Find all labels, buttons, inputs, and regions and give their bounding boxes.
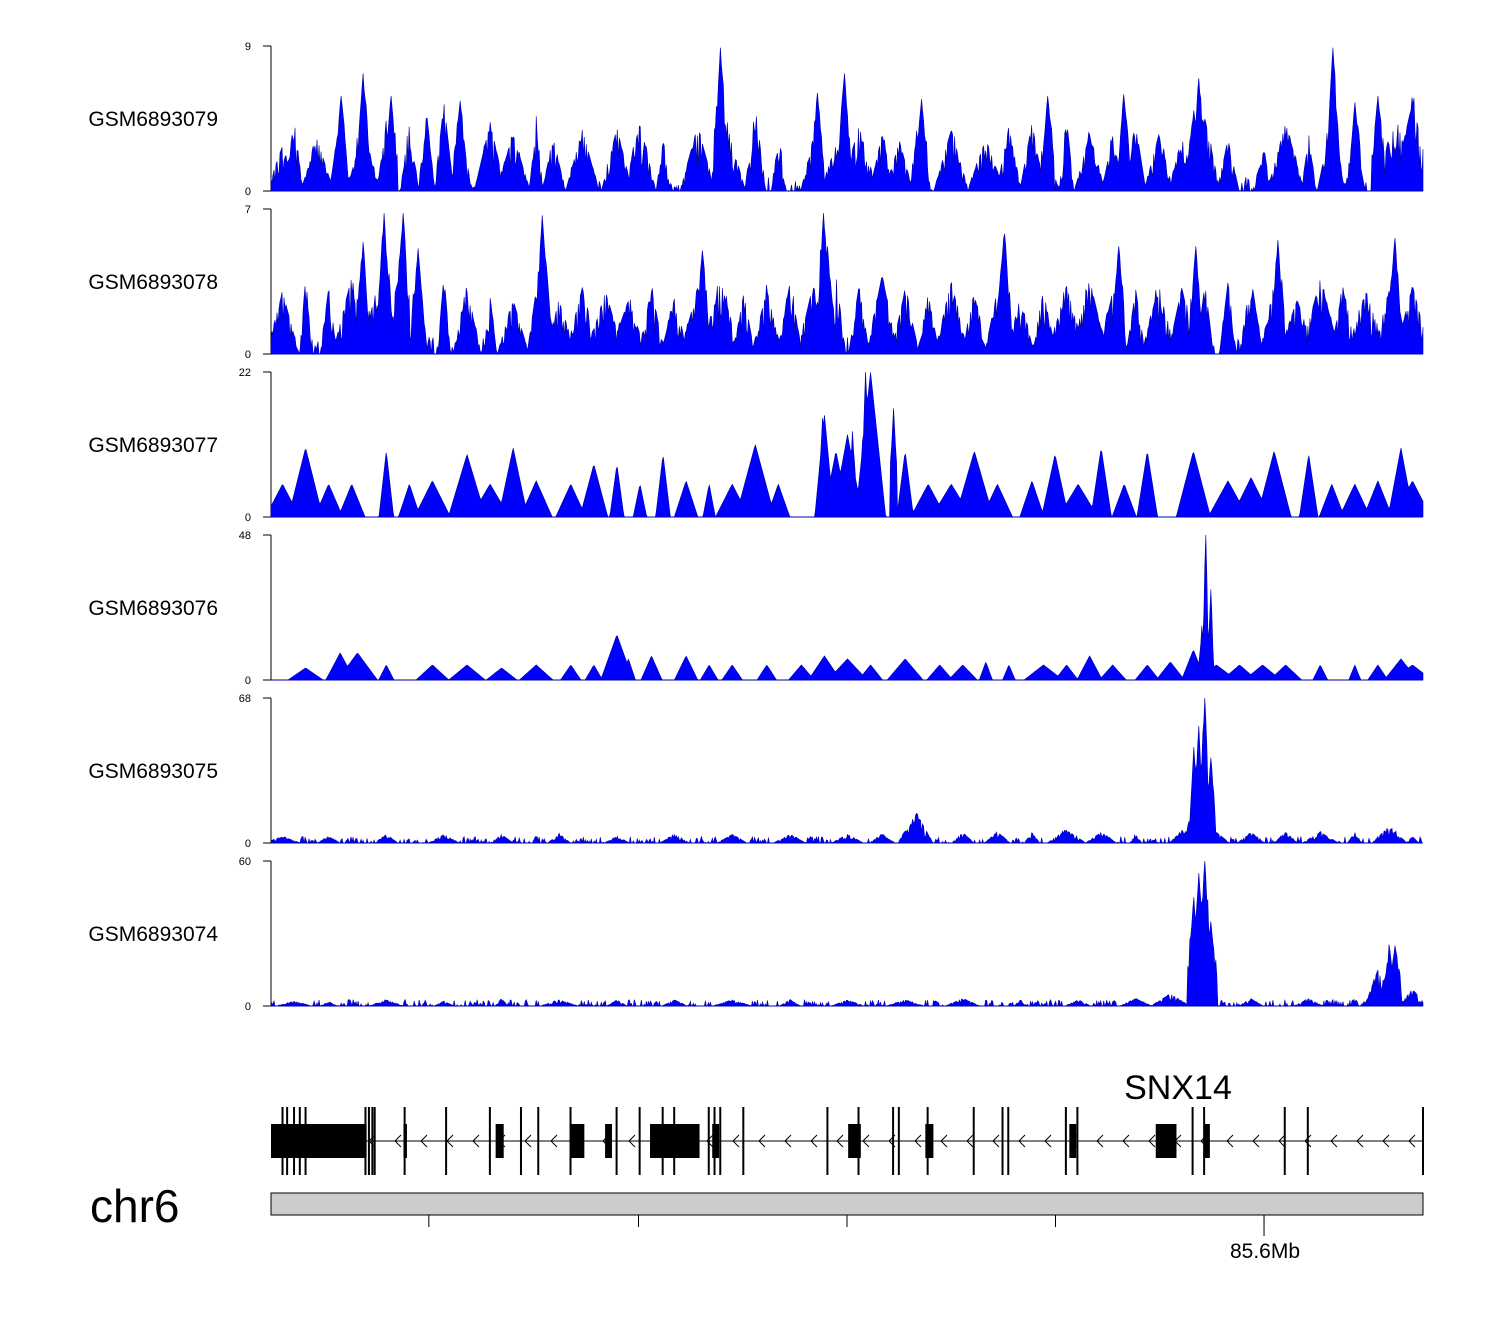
strand-arrow: [1278, 1134, 1286, 1148]
strand-arrow: [836, 1134, 844, 1148]
coverage-track: GSM6893076 48 0: [88, 530, 1424, 687]
strand-arrow: [862, 1134, 870, 1148]
chromosome-ideogram-bar: [270, 1192, 1424, 1216]
y-tick-label-max: 7: [245, 204, 251, 216]
strand-arrow: [1148, 1134, 1156, 1148]
strand-arrow: [966, 1134, 974, 1148]
gene-annotation-track: SNX14: [271, 1069, 1424, 1175]
strand-arrow: [1382, 1134, 1390, 1148]
strand-arrow: [732, 1134, 740, 1148]
coverage-area: [270, 371, 1424, 518]
track-label: GSM6893075: [88, 760, 218, 783]
strand-arrow: [914, 1134, 922, 1148]
coverage-tracks: GSM689307990GSM689307870GSM6893077220GSM…: [88, 41, 1424, 1013]
coverage-track: GSM6893077 22 0: [88, 367, 1424, 524]
strand-arrow: [1408, 1134, 1416, 1148]
strand-arrow: [420, 1134, 428, 1148]
strand-arrow: [394, 1134, 402, 1148]
strand-arrow: [784, 1134, 792, 1148]
exon-block: [1069, 1124, 1077, 1158]
exon-block: [650, 1124, 700, 1158]
y-tick-label-min: 0: [245, 1001, 251, 1013]
strand-arrow: [1122, 1134, 1130, 1148]
coverage-track: GSM6893075 68 0: [88, 693, 1423, 850]
coverage-area: [270, 860, 1424, 1008]
strand-arrow: [1044, 1134, 1052, 1148]
strand-arrow: [1330, 1134, 1338, 1148]
exon-block: [605, 1124, 612, 1158]
coverage-track: GSM6893074 60 0: [88, 856, 1424, 1013]
track-label: GSM6893074: [88, 923, 218, 946]
exon-block: [271, 1124, 367, 1158]
strand-arrow: [940, 1134, 948, 1148]
genomic-axis: chr6 85.6Mb: [90, 1180, 1424, 1263]
coverage-track: GSM6893079 9 0: [88, 41, 1424, 198]
exon-block: [403, 1124, 407, 1158]
strand-arrow: [524, 1134, 532, 1148]
track-label: GSM6893077: [88, 434, 218, 457]
y-tick-label-min: 0: [245, 838, 251, 850]
y-tick-label-max: 22: [239, 367, 251, 379]
track-label: GSM6893076: [88, 597, 218, 620]
strand-arrow: [1096, 1134, 1104, 1148]
y-tick-label-min: 0: [245, 186, 251, 198]
coverage-area: [270, 47, 1424, 192]
exon-block: [848, 1124, 861, 1158]
y-tick-label-max: 68: [239, 693, 251, 705]
strand-arrow: [1356, 1134, 1364, 1148]
strand-arrow: [1018, 1134, 1026, 1148]
strand-arrow: [1226, 1134, 1234, 1148]
y-tick-label-max: 9: [245, 41, 251, 53]
strand-arrow: [628, 1134, 636, 1148]
axis-position-label: 85.6Mb: [1230, 1240, 1300, 1263]
strand-arrow: [992, 1134, 1000, 1148]
y-tick-label-min: 0: [245, 349, 251, 361]
track-label: GSM6893078: [88, 271, 218, 294]
coverage-track: GSM6893078 7 0: [88, 204, 1424, 361]
gene-label: SNX14: [1124, 1069, 1232, 1107]
y-tick-label-max: 60: [239, 856, 251, 868]
strand-arrow: [1304, 1134, 1312, 1148]
y-tick-label-min: 0: [245, 675, 251, 687]
chromosome-label: chr6: [90, 1180, 179, 1232]
strand-arrow: [550, 1134, 558, 1148]
exon-block: [712, 1124, 720, 1158]
coverage-area: [270, 213, 1424, 356]
strand-arrow: [758, 1134, 766, 1148]
strand-arrow: [810, 1134, 818, 1148]
exon-block: [1204, 1124, 1210, 1158]
exon-block: [495, 1124, 504, 1158]
track-label: GSM6893079: [88, 108, 218, 131]
y-tick-label-min: 0: [245, 512, 251, 524]
strand-arrow: [706, 1134, 714, 1148]
exon-block: [925, 1124, 934, 1158]
coverage-area: [271, 534, 1424, 681]
strand-arrow: [472, 1134, 480, 1148]
exon-block: [1155, 1124, 1177, 1158]
strand-arrow: [1252, 1134, 1260, 1148]
coverage-area: [270, 697, 1423, 845]
y-tick-label-max: 48: [239, 530, 251, 542]
exon-block: [570, 1124, 585, 1158]
